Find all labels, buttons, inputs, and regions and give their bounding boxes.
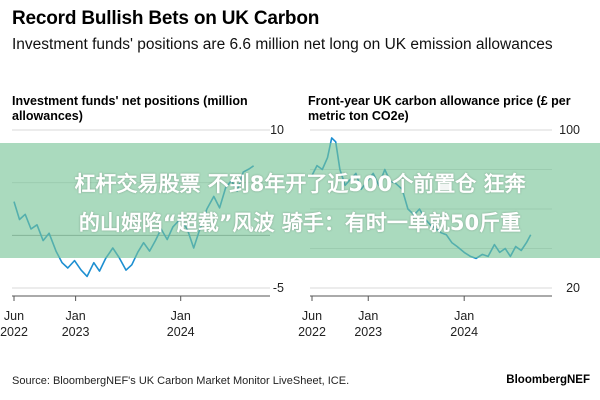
left-xtick-label-year: 2023	[62, 325, 90, 339]
overlay-text-line-2: 的山姆陷“超载”风波 骑手：有时一单就50斤重	[78, 211, 522, 235]
left-xtick-label-year: 2024	[167, 325, 195, 339]
left-xtick-label-year: 2022	[0, 325, 28, 339]
right-panel-title: Front-year UK carbon allowance price (£ …	[308, 94, 571, 123]
left-ytick-label: -5	[273, 281, 284, 295]
left-panel-title: Investment funds' net positions (million…	[12, 94, 248, 123]
right-ytick-label: 100	[559, 123, 580, 137]
right-ytick-label: 20	[566, 281, 580, 295]
right-xtick-label-month: Jan	[358, 309, 378, 323]
right-xtick-label-year: 2022	[298, 325, 326, 339]
chart-subtitle: Investment funds' positions are 6.6 mill…	[12, 36, 553, 53]
left-xtick-label-month: Jan	[171, 309, 191, 323]
right-xtick-label-month: Jan	[454, 309, 474, 323]
source-note: Source: BloombergNEF's UK Carbon Market …	[12, 375, 350, 387]
right-xtick-label-month: Jun	[302, 309, 322, 323]
left-xtick-label-month: Jan	[66, 309, 86, 323]
right-xtick-label-year: 2024	[450, 325, 478, 339]
brand-logo: BloombergNEF	[506, 374, 590, 386]
overlay-banner	[0, 143, 600, 258]
left-ytick-label: 10	[270, 123, 284, 137]
left-xtick-label-month: Jun	[4, 309, 24, 323]
overlay-text-line-1: 杠杆交易股票 不到8年开了近500个前置仓 狂奔	[74, 172, 526, 196]
right-xtick-label-year: 2023	[354, 325, 382, 339]
chart-title: Record Bullish Bets on UK Carbon	[12, 8, 320, 29]
